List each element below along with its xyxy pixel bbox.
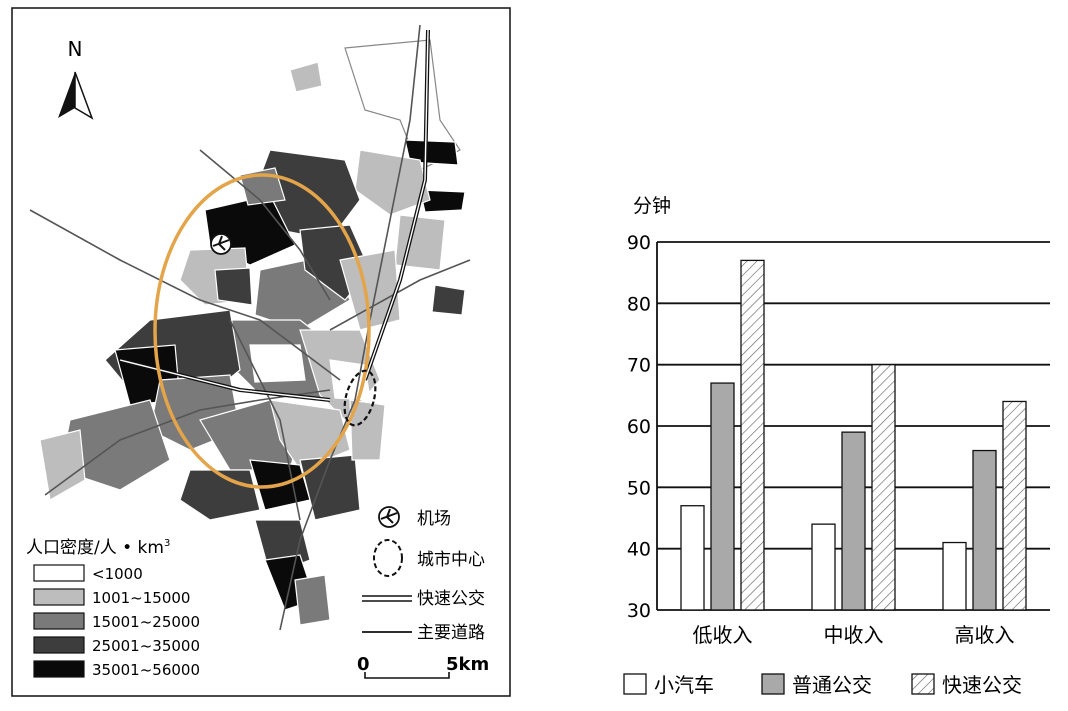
legend-class-label: 1001~15000	[92, 589, 190, 607]
city-map-panel: N	[0, 0, 520, 707]
scale-bar: 0 5km	[357, 654, 489, 679]
scale-bar-end: 5km	[446, 654, 489, 675]
legend-airport-icon	[378, 506, 400, 528]
bar-gray	[841, 431, 866, 611]
legend-airport-label: 机场	[417, 509, 451, 529]
legend-class-label: 15001~25000	[92, 613, 200, 631]
legend-swatch-gray	[761, 673, 785, 695]
scale-bar-start: 0	[357, 654, 370, 675]
legend-swatch	[33, 660, 85, 678]
bar-hatch	[871, 364, 896, 611]
y-tick-label: 30	[627, 600, 651, 622]
north-arrow-icon	[58, 71, 94, 120]
rapid-transit-ring	[153, 173, 371, 489]
legend-series-label: 普通公交	[792, 673, 872, 697]
bar-gray	[972, 449, 997, 611]
legend-city-center-icon	[373, 539, 403, 577]
category-label: 高收入	[955, 623, 1015, 647]
city-center-marker	[343, 369, 377, 427]
legend-class-label: 25001~35000	[92, 637, 200, 655]
legend-city-center-label: 城市中心	[417, 550, 485, 570]
bar-white	[942, 541, 967, 611]
y-tick-label: 60	[627, 416, 651, 438]
legend-series-label: 快速公交	[942, 673, 1022, 697]
travel-time-bar-chart: 分钟 30 40 50 60 70 80 90 低收入 中收入 高收入 小汽车 普通公交 快速公交	[623, 195, 1050, 697]
y-tick-label: 40	[627, 539, 651, 561]
density-legend: 人口密度/人 • km3 <1000 1001~15000 15001~25000 2…	[26, 538, 200, 679]
legend-swatch	[33, 636, 85, 654]
bar-hatch	[1002, 400, 1027, 611]
density-legend-title: 人口密度/人 • km3	[26, 538, 170, 558]
legend-swatch	[33, 564, 85, 582]
legend-series-label: 小汽车	[654, 673, 714, 697]
legend-swatch-hatch	[911, 673, 935, 695]
legend-rapid-transit-label: 快速公交	[417, 589, 485, 609]
bar-gray	[710, 382, 735, 611]
legend-class-label: 35001~56000	[92, 661, 200, 679]
main-roads	[29, 24, 471, 631]
bar-white	[811, 523, 836, 611]
city-map: N	[11, 7, 511, 697]
y-tick-label: 90	[627, 232, 651, 254]
y-tick-label: 50	[627, 477, 651, 499]
legend-swatch	[33, 588, 85, 606]
legend-rapid-transit-icon	[362, 595, 412, 602]
category-label: 中收入	[824, 623, 884, 647]
north-label: N	[68, 37, 83, 61]
legend-swatch	[33, 612, 85, 630]
legend-swatch-white	[623, 673, 647, 695]
legend-main-road-label: 主要道路	[417, 623, 485, 643]
symbol-legend: 机场 城市中心 快速公交 主要道路	[362, 506, 485, 643]
category-label: 低收入	[693, 623, 753, 647]
y-tick-label: 80	[627, 293, 651, 315]
chart-y-axis-label: 分钟	[633, 195, 671, 217]
bar-hatch	[740, 259, 765, 611]
bar-white	[680, 505, 705, 611]
travel-time-chart-panel: 分钟 30 40 50 60 70 80 90 低收入 中收入 高收入 小汽车 普通公交 快速公交	[600, 170, 1068, 707]
airport-icon	[210, 233, 232, 255]
y-tick-label: 70	[627, 355, 651, 377]
legend-class-label: <1000	[92, 565, 143, 583]
